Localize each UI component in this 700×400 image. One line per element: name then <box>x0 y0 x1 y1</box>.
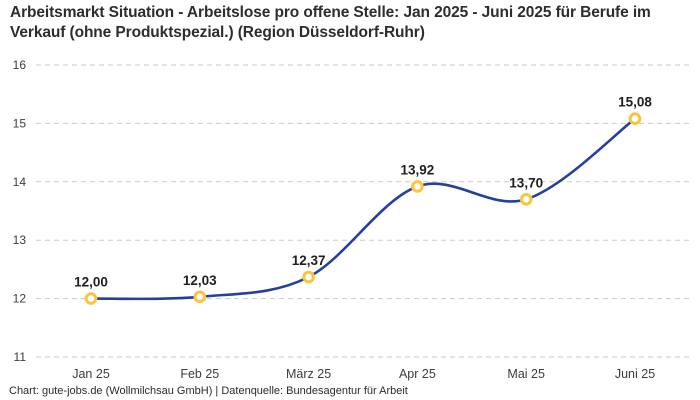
data-point-marker <box>628 112 642 126</box>
data-point-marker <box>193 290 207 304</box>
y-tick-label: 13 <box>13 233 27 247</box>
y-tick-label: 15 <box>13 116 27 130</box>
data-point-marker <box>84 292 98 305</box>
data-point-label: 13,70 <box>509 175 543 190</box>
y-tick-label: 11 <box>14 350 27 364</box>
data-point-label: 12,03 <box>183 273 217 288</box>
x-tick-label: März 25 <box>286 367 331 381</box>
chart-footer: Chart: gute-jobs.de (Wollmilchsau GmbH) … <box>9 385 408 397</box>
data-point-marker <box>411 180 424 193</box>
x-tick-label: Apr 25 <box>399 367 436 381</box>
x-tick-label: Feb 25 <box>180 367 219 381</box>
data-point-marker <box>519 193 533 206</box>
data-point-marker <box>302 270 315 284</box>
y-tick-label: 12 <box>13 292 27 306</box>
x-tick-label: Juni 25 <box>615 367 655 381</box>
y-tick-label: 14 <box>13 175 27 189</box>
data-point-label: 13,92 <box>401 162 435 177</box>
x-tick-label: Jan 25 <box>72 367 110 381</box>
chart-title: Arbeitsmarkt Situation - Arbeitslose pro… <box>10 4 651 41</box>
data-point-label: 15,08 <box>618 95 652 110</box>
y-tick-label: 16 <box>13 58 27 72</box>
series-line <box>89 117 637 301</box>
data-point-label: 12,37 <box>292 253 326 268</box>
x-tick-label: Mai 25 <box>507 367 545 381</box>
data-point-label: 12,00 <box>74 275 108 290</box>
